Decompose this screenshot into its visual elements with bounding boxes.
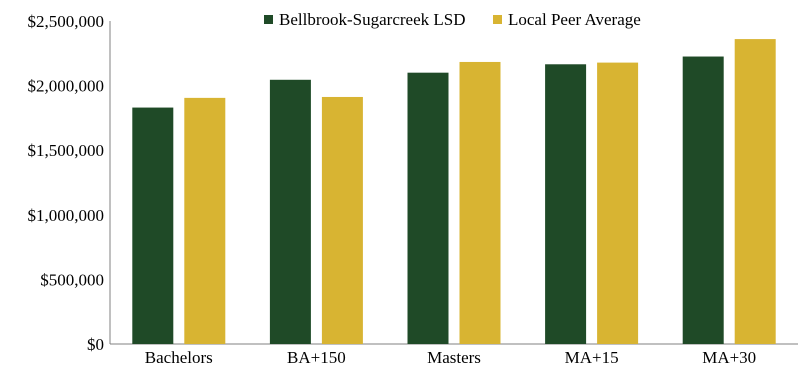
legend-swatch-peer-average [493, 15, 502, 24]
y-tick-label: $500,000 [40, 270, 104, 289]
y-tick-label: $1,500,000 [28, 141, 105, 160]
legend-swatch-bellbrook [264, 15, 273, 24]
x-tick-label: MA+15 [565, 348, 619, 367]
legend-label-bellbrook: Bellbrook-Sugarcreek LSD [279, 10, 465, 29]
bar-bellbrook-0 [132, 107, 174, 345]
y-tick-label: $0 [87, 335, 104, 354]
x-tick-label: BA+150 [287, 348, 346, 367]
y-ticks: $0 $500,000 $1,000,000 $1,500,000 $2,000,000… [28, 12, 105, 354]
bar-peer-average-3 [597, 62, 639, 344]
x-labels: Bachelors BA+150 Masters MA+15 MA+30 [145, 348, 756, 367]
x-tick-label: Masters [427, 348, 481, 367]
bar-bellbrook-3 [545, 64, 587, 345]
y-tick-label: $2,000,000 [28, 77, 105, 96]
bar-bellbrook-2 [407, 72, 449, 345]
legend-label-peer-average: Local Peer Average [508, 10, 641, 29]
bar-bellbrook-1 [269, 79, 311, 344]
legend: Bellbrook-Sugarcreek LSD Local Peer Aver… [264, 10, 641, 29]
bar-peer-average-2 [459, 61, 501, 345]
bar-peer-average-0 [184, 97, 226, 345]
y-tick-label: $1,000,000 [28, 206, 105, 225]
x-tick-label: MA+30 [702, 348, 756, 367]
bar-peer-average-1 [321, 96, 363, 344]
bar-bellbrook-4 [682, 56, 724, 344]
bar-peer-average-4 [734, 39, 776, 344]
y-tick-label: $2,500,000 [28, 12, 105, 31]
x-tick-label: Bachelors [145, 348, 213, 367]
bars [132, 39, 776, 345]
